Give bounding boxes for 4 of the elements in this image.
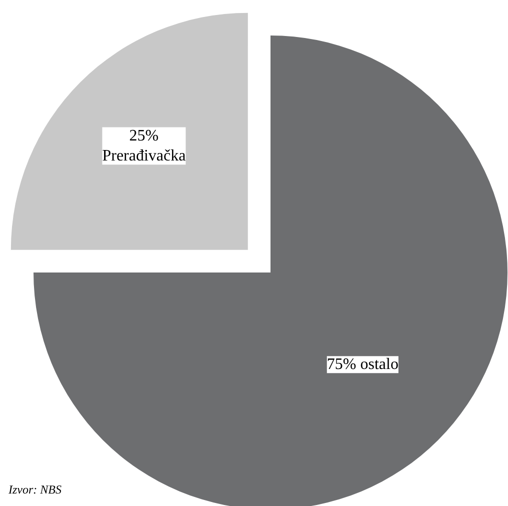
slice-label: 75% ostalo (326, 356, 398, 374)
data-label: 25% (129, 127, 159, 144)
text: Izvor: NBS (8, 482, 62, 496)
slice-label: Prerađivačka (102, 148, 186, 165)
